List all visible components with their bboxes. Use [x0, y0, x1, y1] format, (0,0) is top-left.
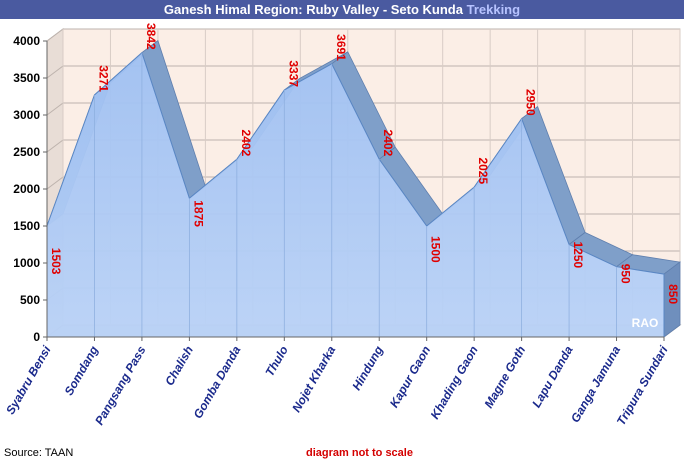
chart-title-main: Ganesh Himal Region: Ruby Valley - Seto …	[163, 2, 467, 17]
gridline-side	[46, 139, 64, 153]
chart-title: Ganesh Himal Region: Ruby Valley - Seto …	[0, 0, 684, 19]
y-tick-label: 0	[33, 330, 40, 344]
data-label: 1875	[191, 200, 205, 227]
x-tick-label: Gomba Danda	[191, 343, 244, 421]
data-label: 3271	[96, 65, 110, 92]
source-text: Source: TAAN	[4, 447, 74, 459]
x-tick-label: Thulo	[262, 344, 290, 379]
x-tick-label: Chalish	[162, 344, 196, 389]
data-label: 1500	[429, 236, 443, 263]
gridline-side	[46, 176, 64, 190]
gridline-side	[46, 65, 64, 79]
x-tick-label: Somdang	[62, 343, 102, 398]
x-tick-label: Ganga Jamuna	[568, 343, 623, 425]
data-label: 2025	[476, 157, 490, 184]
x-tick-label: Hindung	[349, 343, 386, 393]
elevation-area-chart: 0 500 1000 1500 2000 2500 3000 3500 4000 1503 3271…	[3, 23, 682, 428]
y-tick-label: 500	[20, 293, 40, 307]
x-tick-label: Kapur Gaon	[387, 344, 433, 410]
x-tick-label: Magne Goth	[481, 344, 528, 411]
x-tick-label: Lapu Danda	[529, 343, 576, 410]
data-label: 3842	[144, 23, 158, 50]
data-label: 2950	[524, 89, 538, 116]
data-label: 950	[619, 264, 633, 284]
chart-title-accent: Trekking	[466, 2, 521, 17]
y-tick-label: 1500	[13, 219, 40, 233]
gridline-side	[46, 102, 64, 116]
chart-footer: Source: TAAN diagram not to scale	[0, 444, 684, 462]
x-tick-label: Tripura Sundari	[614, 343, 671, 428]
data-label: 1503	[49, 248, 63, 275]
data-label: 2402	[381, 130, 395, 157]
y-tick-label: 4000	[13, 34, 40, 48]
y-tick-label: 3000	[13, 108, 40, 122]
rao-watermark: RAO	[632, 316, 659, 330]
data-label: 2402	[239, 130, 253, 157]
x-tick-label: Pangsang Pass	[92, 343, 149, 427]
data-label: 1250	[571, 242, 585, 269]
y-tick-label: 3500	[13, 71, 40, 85]
scale-note: diagram not to scale	[306, 447, 413, 459]
x-tick-label: Khading Gaon	[428, 344, 481, 422]
data-label: 850	[666, 284, 680, 304]
y-tick-label: 2000	[13, 182, 40, 196]
y-tick-label: 1000	[13, 256, 40, 270]
data-label: 3337	[286, 60, 300, 87]
gridline-side	[46, 28, 64, 42]
x-tick-label: Nojet Kharka	[289, 343, 338, 414]
data-label: 3691	[334, 34, 348, 61]
y-tick-label: 2500	[13, 145, 40, 159]
x-tick-label: Syabru Bensi	[3, 343, 54, 417]
